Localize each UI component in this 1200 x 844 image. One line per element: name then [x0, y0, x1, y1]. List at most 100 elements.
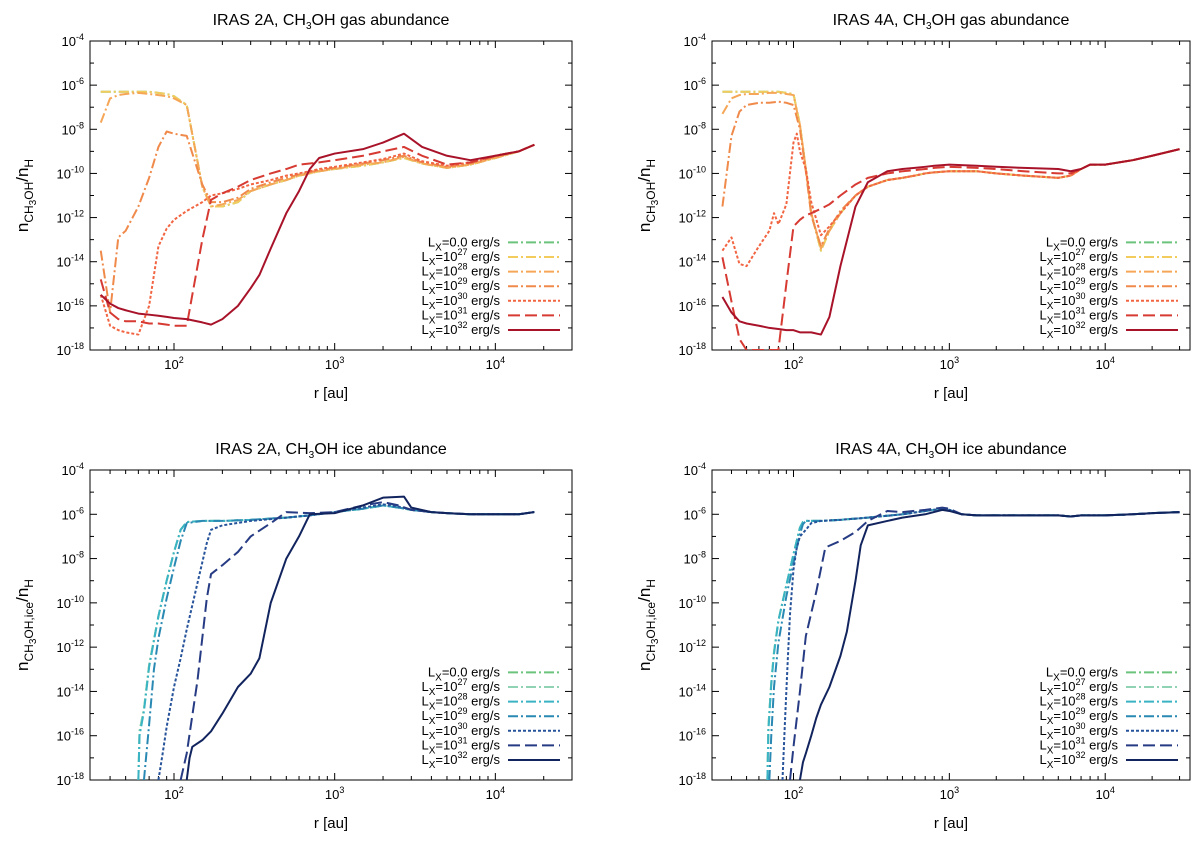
y-tick-label: 10-18 — [57, 341, 84, 358]
series-group — [99, 90, 535, 336]
x-tick-label: 103 — [940, 785, 959, 802]
series-line-5 — [99, 143, 535, 327]
chart-panel-1: IRAS 4A, CH3OH gas abundance 102 103 104 10-… — [635, 12, 1191, 402]
x-axis-label: r [au] — [314, 385, 348, 402]
series-line-3 — [768, 507, 1180, 780]
series-line-6 — [185, 495, 535, 780]
series-line-5 — [721, 148, 1180, 350]
series-group — [721, 90, 1180, 350]
chart-panel-3: IRAS 4A, CH3OH ice abundance 102 103 104 10-… — [635, 441, 1191, 832]
legend-label: LX=1027 erg/s — [1040, 677, 1119, 698]
legend-label: LX=1032 erg/s — [422, 750, 501, 771]
y-tick-label: 10-4 — [684, 32, 706, 49]
legend-label: LX=1031 erg/s — [1040, 305, 1119, 326]
legend-label: LX=0.0 erg/s — [1046, 234, 1119, 253]
y-tick-label: 10-6 — [62, 505, 84, 522]
legend-label: LX=1029 erg/s — [1040, 276, 1119, 297]
legend-label: LX=1027 erg/s — [422, 247, 501, 268]
y-tick-label: 10-4 — [684, 461, 706, 478]
series-line-6 — [100, 132, 535, 326]
chart-title: IRAS 2A, CH3OH gas abundance — [213, 12, 450, 32]
legend-label: LX=1028 erg/s — [422, 262, 501, 283]
y-tick-label: 10-12 — [57, 209, 84, 226]
chart-panel-0: IRAS 2A, CH3OH gas abundance 102 103 104 10-… — [13, 12, 573, 402]
legend-label: LX=1030 erg/s — [422, 291, 501, 312]
y-axis-label: nCH3OH,ice/nH — [13, 579, 39, 671]
x-tick-label: 104 — [486, 785, 505, 802]
legend-label: LX=1027 erg/s — [1040, 247, 1119, 268]
y-tick-label: 10-10 — [57, 164, 84, 181]
series-line-4 — [721, 132, 1180, 268]
series-line-3 — [99, 130, 535, 314]
y-tick-label: 10-4 — [62, 461, 84, 478]
chart-panel-2: IRAS 2A, CH3OH ice abundance 102 103 104 10-… — [13, 441, 573, 832]
y-tick-label: 10-12 — [679, 209, 706, 226]
series-line-2 — [99, 91, 535, 208]
y-tick-label: 10-8 — [62, 120, 84, 137]
y-axis-label: nCH3OH/nH — [13, 159, 39, 232]
y-tick-label: 10-14 — [679, 253, 706, 270]
y-tick-label: 10-6 — [684, 76, 706, 93]
y-tick-label: 10-18 — [57, 771, 84, 788]
y-tick-label: 10-18 — [679, 341, 706, 358]
y-tick-label: 10-12 — [57, 638, 84, 655]
chart-title: IRAS 4A, CH3OH gas abundance — [833, 12, 1070, 32]
y-tick-label: 10-18 — [679, 771, 706, 788]
y-tick-label: 10-4 — [62, 32, 84, 49]
legend-label: LX=1031 erg/s — [422, 735, 501, 756]
legend-label: LX=1030 erg/s — [422, 721, 501, 742]
x-tick-label: 102 — [164, 785, 183, 802]
x-axis-label: r [au] — [314, 815, 348, 832]
y-tick-label: 10-16 — [679, 297, 706, 314]
y-tick-label: 10-10 — [57, 594, 84, 611]
x-tick-label: 102 — [164, 355, 183, 372]
legend-label: LX=1030 erg/s — [1040, 291, 1119, 312]
legend-label: LX=0.0 erg/s — [428, 664, 501, 683]
series-line-6 — [798, 508, 1180, 780]
y-tick-label: 10-10 — [679, 164, 706, 181]
legend-label: LX=1032 erg/s — [422, 320, 501, 341]
x-tick-label: 102 — [784, 785, 803, 802]
x-tick-label: 103 — [325, 785, 344, 802]
y-tick-label: 10-12 — [679, 638, 706, 655]
x-tick-label: 103 — [325, 355, 344, 372]
legend-label: LX=1027 erg/s — [422, 677, 501, 698]
y-tick-label: 10-14 — [57, 253, 84, 270]
y-tick-label: 10-8 — [62, 550, 84, 567]
legend-label: LX=1031 erg/s — [422, 305, 501, 326]
x-axis-label: r [au] — [934, 815, 968, 832]
series-group — [766, 506, 1180, 780]
x-tick-label: 103 — [940, 355, 959, 372]
x-tick-label: 104 — [486, 355, 505, 372]
legend-label: LX=1029 erg/s — [422, 706, 501, 727]
legend-label: LX=0.0 erg/s — [428, 234, 501, 253]
x-tick-label: 102 — [784, 355, 803, 372]
x-tick-label: 104 — [1095, 355, 1114, 372]
legend-label: LX=1029 erg/s — [422, 276, 501, 297]
chart-title: IRAS 2A, CH3OH ice abundance — [215, 441, 447, 461]
y-tick-label: 10-14 — [679, 682, 706, 699]
legend-label: LX=1032 erg/s — [1040, 750, 1119, 771]
legend-label: LX=1031 erg/s — [1040, 735, 1119, 756]
series-line-5 — [789, 506, 1180, 780]
y-tick-label: 10-8 — [684, 550, 706, 567]
series-line-2 — [721, 91, 1180, 250]
y-tick-label: 10-6 — [684, 505, 706, 522]
series-group — [137, 495, 535, 780]
legend-label: LX=1030 erg/s — [1040, 721, 1119, 742]
x-axis-label: r [au] — [934, 385, 968, 402]
legend-label: LX=1028 erg/s — [1040, 692, 1119, 713]
y-tick-label: 10-16 — [57, 297, 84, 314]
legend-label: LX=1028 erg/s — [1040, 262, 1119, 283]
y-tick-label: 10-14 — [57, 682, 84, 699]
x-tick-label: 104 — [1095, 785, 1114, 802]
legend-label: LX=0.0 erg/s — [1046, 664, 1119, 683]
series-line-3 — [721, 100, 1180, 248]
series-line-1 — [100, 90, 535, 208]
legend-label: LX=1029 erg/s — [1040, 706, 1119, 727]
y-axis-label: nCH3OH/nH — [635, 159, 661, 232]
y-tick-label: 10-6 — [62, 76, 84, 93]
legend-label: LX=1028 erg/s — [422, 692, 501, 713]
series-line-4 — [99, 143, 535, 336]
